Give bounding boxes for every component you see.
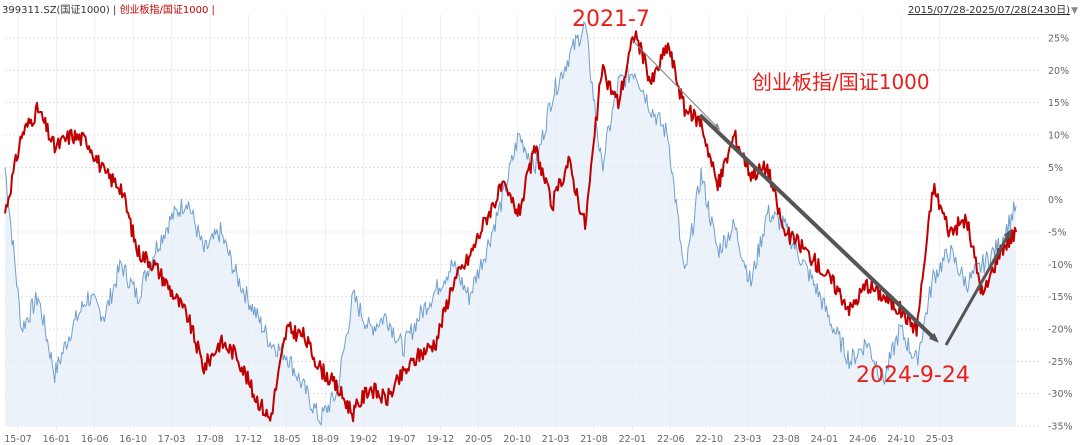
x-tick-label: 24-10: [887, 434, 915, 445]
index-code[interactable]: 399311.SZ(国证1000): [2, 5, 110, 16]
date-range-link[interactable]: 2015/07/28-2025/07/28(2430日): [907, 5, 1071, 16]
y-tick-label: -30%: [1048, 389, 1073, 400]
y-tick-label: 0%: [1048, 195, 1063, 206]
x-tick-label: 16-01: [43, 434, 71, 445]
rebound-trend-arrow: [944, 228, 1012, 346]
index-area-fill: [5, 22, 1017, 426]
x-tick-label: 18-09: [311, 434, 339, 445]
x-tick-label: 17-08: [196, 434, 224, 445]
y-axis-ticks: 25% 20% 15% 10% 5% 0% -5% -10% -15% -20% -25% -30% -…: [1048, 34, 1073, 433]
x-tick-label: 16-10: [119, 434, 147, 445]
x-tick-label: 19-02: [350, 434, 378, 445]
ratio-series-label[interactable]: 创业板指/国证1000: [119, 5, 209, 16]
y-tick-label: -5%: [1048, 227, 1067, 238]
header-right: 2015/07/28-2025/07/28(2430日)▼: [908, 1, 1078, 16]
y-tick-label: 25%: [1048, 34, 1069, 45]
x-tick-label: 20-10: [503, 434, 531, 445]
x-tick-label: 21-08: [580, 434, 608, 445]
ratio-series-line[interactable]: [4, 30, 1018, 423]
x-tick-label: 22-06: [657, 434, 685, 445]
header-left: 399311.SZ(国证1000) | 创业板指/国证1000 |: [2, 1, 215, 16]
x-tick-label: 25-03: [926, 434, 954, 445]
y-tick-label: -15%: [1048, 292, 1073, 303]
x-tick-label: 17-12: [235, 434, 263, 445]
y-tick-label: 20%: [1048, 66, 1069, 77]
x-tick-label: 15-07: [4, 434, 32, 445]
x-tick-label: 18-05: [273, 434, 301, 445]
x-tick-label: 21-03: [542, 434, 570, 445]
y-tick-label: 10%: [1048, 130, 1069, 141]
y-tick-label: 5%: [1048, 163, 1063, 174]
decline-trend-arrow: [698, 113, 939, 343]
x-tick-label: 20-05: [465, 434, 493, 445]
y-tick-label: -25%: [1048, 357, 1073, 368]
trough-annotation: 2024-9-24: [856, 363, 970, 388]
x-tick-label: 19-07: [388, 434, 416, 445]
peak-annotation: 2021-7: [572, 7, 650, 32]
x-tick-label: 22-01: [619, 434, 647, 445]
y-tick-label: 15%: [1048, 98, 1069, 109]
chart-header: 399311.SZ(国证1000) | 创业板指/国证1000 | 2015/0…: [0, 0, 1080, 16]
x-tick-label: 19-12: [427, 434, 455, 445]
x-tick-label: 17-03: [158, 434, 186, 445]
series-title-annotation: 创业板指/国证1000: [752, 70, 930, 94]
x-tick-label: 22-10: [695, 434, 723, 445]
y-tick-label: -35%: [1048, 421, 1073, 432]
x-tick-label: 23-03: [734, 434, 762, 445]
triangle-down-icon[interactable]: ▼: [1071, 6, 1078, 16]
x-tick-label: 23-08: [772, 434, 800, 445]
x-axis-ticks: 15-07 16-01 16-06 16-10 17-03 17-08 17-12 18-05…: [4, 434, 953, 445]
header-separator-2: |: [208, 5, 215, 16]
series-layer: [4, 20, 1018, 427]
x-tick-label: 24-06: [849, 434, 877, 445]
thin-trend-arrow: [631, 39, 721, 131]
y-tick-label: -20%: [1048, 324, 1073, 335]
index-series-line[interactable]: [4, 20, 1017, 427]
x-tick-label: 16-06: [81, 434, 109, 445]
x-tick-label: 24-01: [811, 434, 839, 445]
y-tick-label: -10%: [1048, 260, 1073, 271]
header-separator: |: [109, 5, 120, 16]
